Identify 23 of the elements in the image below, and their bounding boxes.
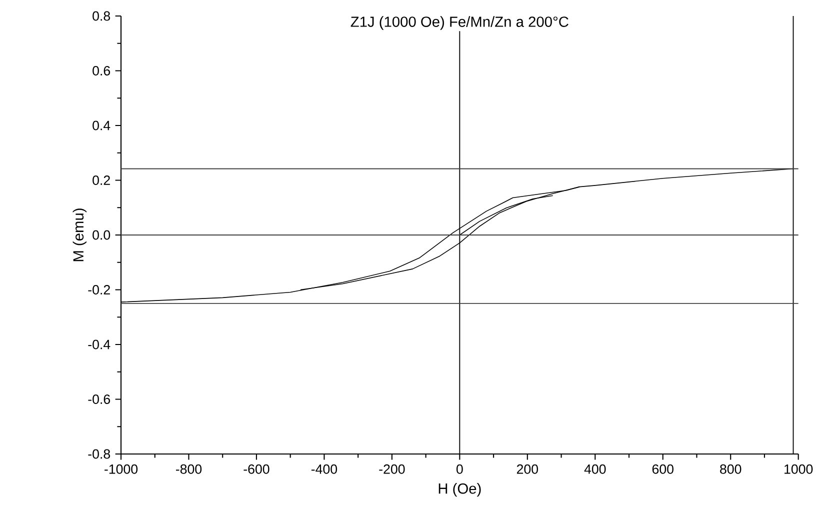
x-tick-label: -200 [379,464,405,474]
y-tick-label: -0.2 [88,285,110,294]
x-tick-label: -600 [244,464,270,474]
x-tick-label: 400 [584,464,606,474]
x-axis-title: H (Oe) [438,483,481,497]
x-tick-label: 0 [456,464,463,474]
y-tick-label: 0.6 [92,66,110,76]
y-tick-label: 0.0 [92,230,110,240]
y-tick-label: 0.8 [92,11,110,21]
y-tick-label: 0.4 [92,120,110,130]
x-tick-label: 800 [720,464,742,474]
y-tick-label: -0.6 [88,394,110,404]
y-tick-label: -0.4 [88,340,110,350]
y-tick-label: 0.2 [92,176,110,185]
y-axis-title: M (emu) [72,208,86,262]
x-tick-label: 600 [652,464,674,474]
x-tick-label: 200 [516,464,538,474]
x-tick-label: -400 [311,464,338,474]
chart-title: Z1J (1000 Oe) Fe/Mn/Zn a 200°C [350,16,568,30]
y-tick-label: -0.8 [88,449,110,459]
x-tick-label: 1000 [784,464,813,474]
x-tick-label: -800 [176,464,202,474]
x-tick-label: -1000 [104,464,138,474]
